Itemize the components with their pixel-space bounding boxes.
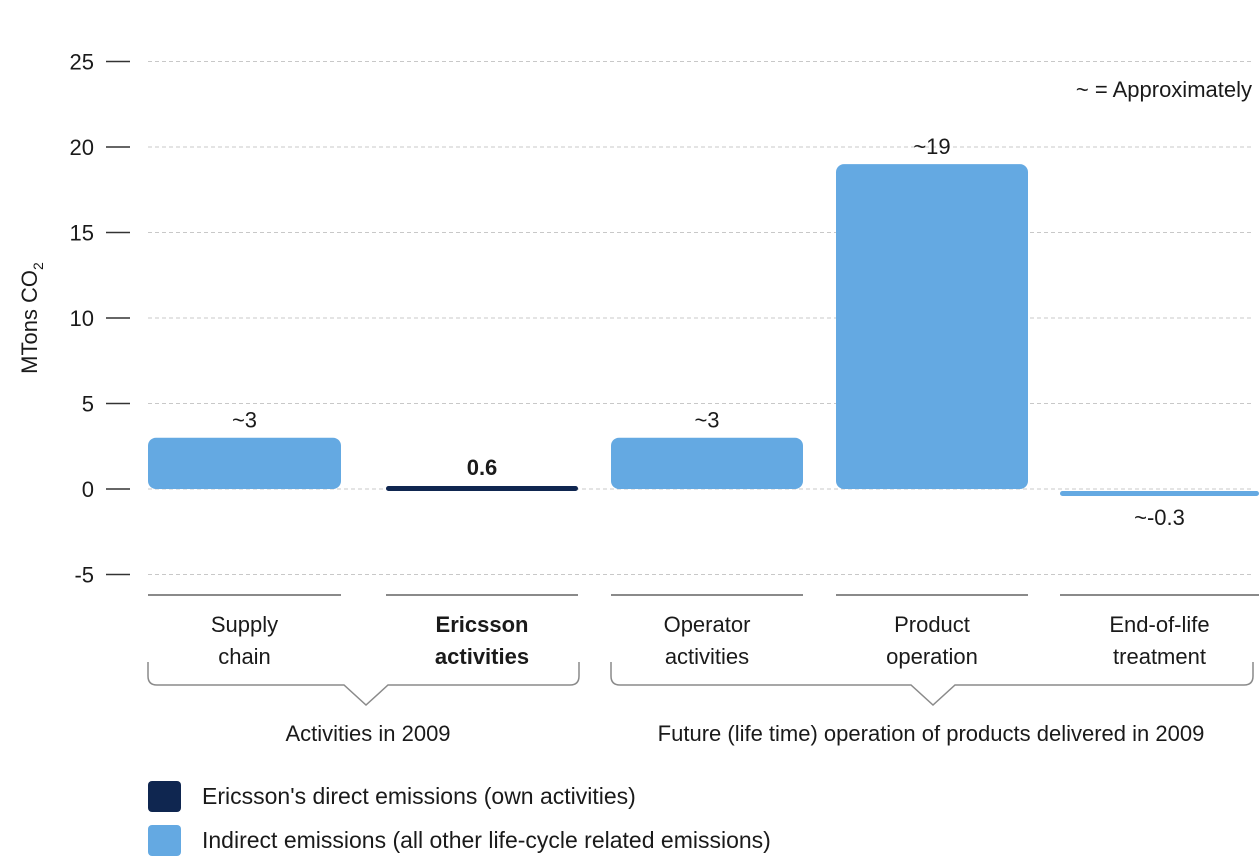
value-labels: ~3 0.6 ~3 ~19 ~-0.3 — [232, 134, 1185, 530]
category-label: End-of-life — [1109, 612, 1209, 637]
group-label-future: Future (life time) operation of products… — [658, 721, 1205, 746]
y-tick-label: 0 — [82, 477, 94, 502]
category-label: Supply — [211, 612, 278, 637]
y-tick-label: 25 — [70, 50, 94, 75]
bar — [1060, 491, 1259, 496]
legend-label-indirect: Indirect emissions (all other life-cycle… — [202, 827, 771, 853]
bar — [836, 164, 1028, 489]
y-tick-label: 20 — [70, 135, 94, 160]
category-label: Operator — [664, 612, 751, 637]
value-label: ~19 — [913, 134, 950, 159]
category-label: Product — [894, 612, 970, 637]
category-label: treatment — [1113, 644, 1206, 669]
y-tick-label: 5 — [82, 392, 94, 417]
legend-item-indirect: Indirect emissions (all other life-cycle… — [148, 825, 771, 856]
legend-item-direct: Ericsson's direct emissions (own activit… — [148, 781, 636, 812]
bar — [611, 437, 803, 489]
gridlines — [148, 61, 1253, 575]
y-axis-label-subscript: 2 — [30, 262, 46, 270]
value-label: 0.6 — [467, 455, 498, 480]
y-tick-label: -5 — [74, 563, 94, 588]
bars — [148, 164, 1259, 496]
legend-swatch-indirect — [148, 825, 181, 856]
value-label: ~-0.3 — [1134, 505, 1185, 530]
y-axis-ticks: 25 20 15 10 5 0 -5 — [70, 50, 130, 588]
y-axis-label: MTons CO2 — [17, 262, 46, 374]
group-brace-activities — [147, 662, 580, 707]
category-label: Ericsson — [436, 612, 529, 637]
category-label: activities — [665, 644, 749, 669]
group-label-activities: Activities in 2009 — [285, 721, 450, 746]
value-label: ~3 — [232, 408, 257, 433]
category-label: activities — [435, 644, 529, 669]
legend-swatch-direct — [148, 781, 181, 812]
category-label: chain — [218, 644, 271, 669]
x-axis-categories: Supply chain Ericsson activities Operator act… — [148, 594, 1259, 669]
category-label: operation — [886, 644, 978, 669]
bar — [148, 437, 341, 489]
legend-label-direct: Ericsson's direct emissions (own activit… — [202, 783, 636, 809]
y-tick-label: 10 — [70, 306, 94, 331]
group-brace-future — [610, 662, 1254, 707]
approx-note: ~ = Approximately — [1076, 77, 1252, 102]
y-tick-label: 15 — [70, 221, 94, 246]
value-label: ~3 — [694, 408, 719, 433]
bar — [386, 486, 578, 491]
